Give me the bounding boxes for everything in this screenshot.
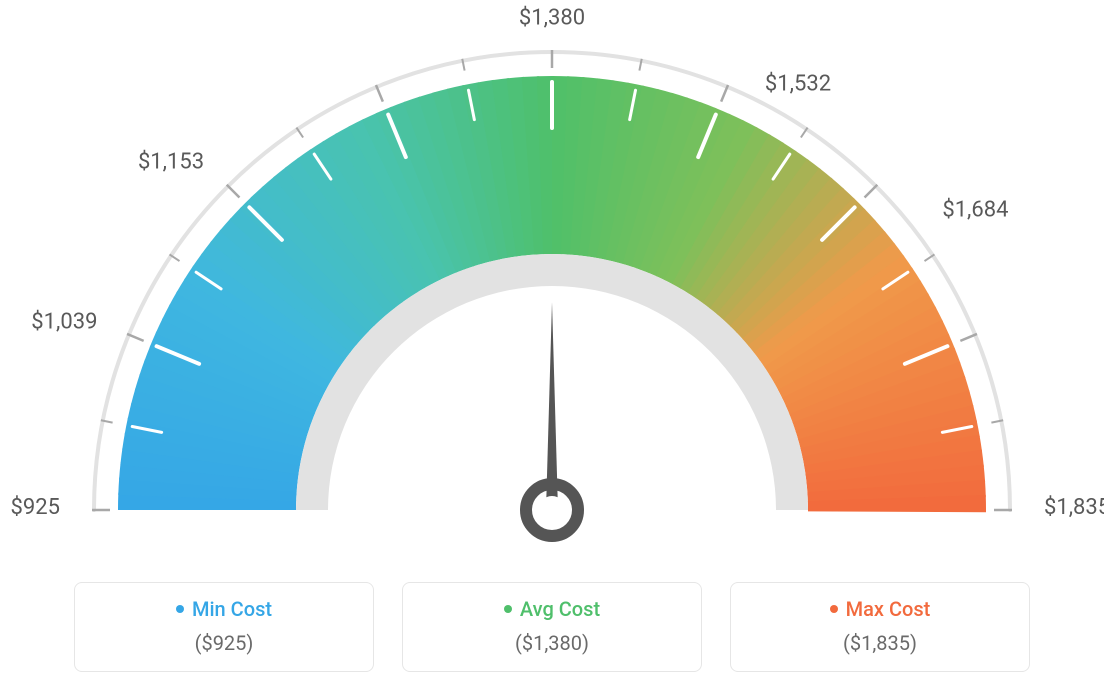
legend-value-min: ($925) bbox=[85, 631, 363, 655]
legend-dot-avg bbox=[504, 605, 512, 613]
legend-title-min: Min Cost bbox=[176, 597, 272, 621]
legend-title-text-max: Max Cost bbox=[846, 597, 931, 621]
scale-label: $1,684 bbox=[942, 198, 1008, 223]
gauge-svg bbox=[0, 0, 1104, 570]
legend-title-text-min: Min Cost bbox=[192, 597, 272, 621]
scale-label: $1,532 bbox=[765, 71, 831, 96]
scale-label: $925 bbox=[11, 495, 60, 520]
gauge-area: $925 $1,039 $1,153 $1,380 $1,532 $1,684 $1,835 bbox=[0, 0, 1104, 570]
legend-value-max: ($1,835) bbox=[741, 631, 1019, 655]
legend-value-avg: ($1,380) bbox=[413, 631, 691, 655]
legend-card-avg: Avg Cost ($1,380) bbox=[402, 582, 702, 672]
scale-label: $1,835 bbox=[1044, 495, 1104, 520]
legend-card-max: Max Cost ($1,835) bbox=[730, 582, 1030, 672]
legend-row: Min Cost ($925) Avg Cost ($1,380) Max Co… bbox=[0, 582, 1104, 672]
legend-dot-min bbox=[176, 605, 184, 613]
legend-card-min: Min Cost ($925) bbox=[74, 582, 374, 672]
scale-label: $1,039 bbox=[31, 309, 97, 334]
scale-label: $1,153 bbox=[138, 150, 204, 175]
legend-title-avg: Avg Cost bbox=[504, 597, 600, 621]
legend-title-text-avg: Avg Cost bbox=[520, 597, 600, 621]
legend-dot-max bbox=[830, 605, 838, 613]
cost-gauge-chart: $925 $1,039 $1,153 $1,380 $1,532 $1,684 $1,835… bbox=[0, 0, 1104, 690]
legend-title-max: Max Cost bbox=[830, 597, 931, 621]
scale-label: $1,380 bbox=[519, 6, 585, 31]
